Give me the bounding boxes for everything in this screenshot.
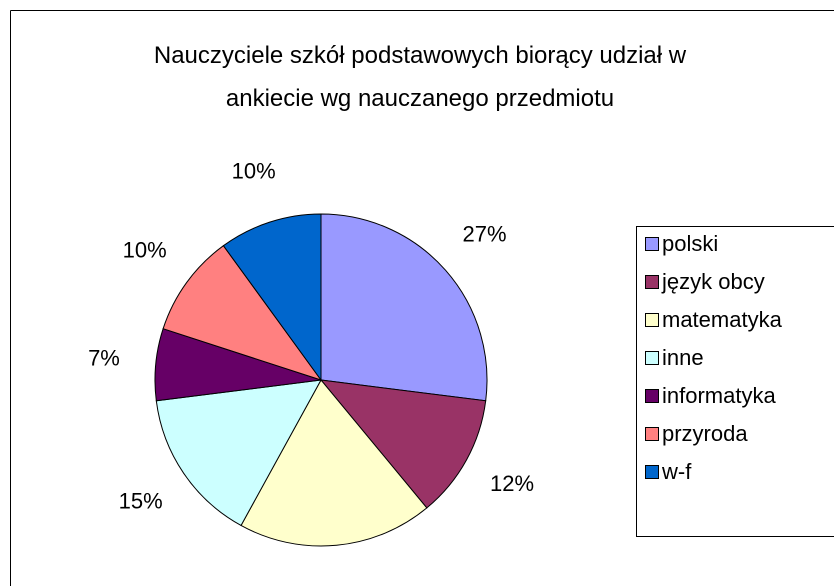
legend-swatch (645, 275, 659, 289)
legend-swatch (645, 351, 659, 365)
pie-slice (222, 213, 322, 382)
legend-label: polski (662, 231, 718, 256)
pie-slice (162, 245, 323, 381)
legend-swatch (645, 313, 659, 327)
data-label: 10% (232, 158, 276, 183)
legend-label: inne (662, 345, 704, 370)
data-label: 10% (123, 238, 167, 263)
legend-label: język obcy (661, 269, 765, 294)
legend-swatch (645, 465, 659, 479)
pie-slice (319, 379, 487, 509)
data-label: 15% (119, 488, 163, 513)
legend-swatch (645, 389, 659, 403)
legend-label: informatyka (662, 383, 776, 408)
data-label: 27% (463, 222, 507, 247)
chart-title: Nauczyciele szkół podstawowych biorący u… (153, 42, 687, 112)
legend-box (636, 226, 834, 537)
pie-slice (320, 213, 488, 402)
data-label: 7% (88, 345, 120, 370)
pie-slice (155, 379, 322, 527)
legend-label: matematyka (662, 307, 783, 332)
legend-label: przyroda (662, 421, 748, 446)
data-label: 19% (319, 583, 363, 586)
pie-slice (240, 379, 428, 547)
legend-label: w-f (661, 459, 692, 484)
legend-swatch (645, 237, 659, 251)
legend-swatch (645, 427, 659, 441)
data-label: 12% (490, 471, 534, 496)
